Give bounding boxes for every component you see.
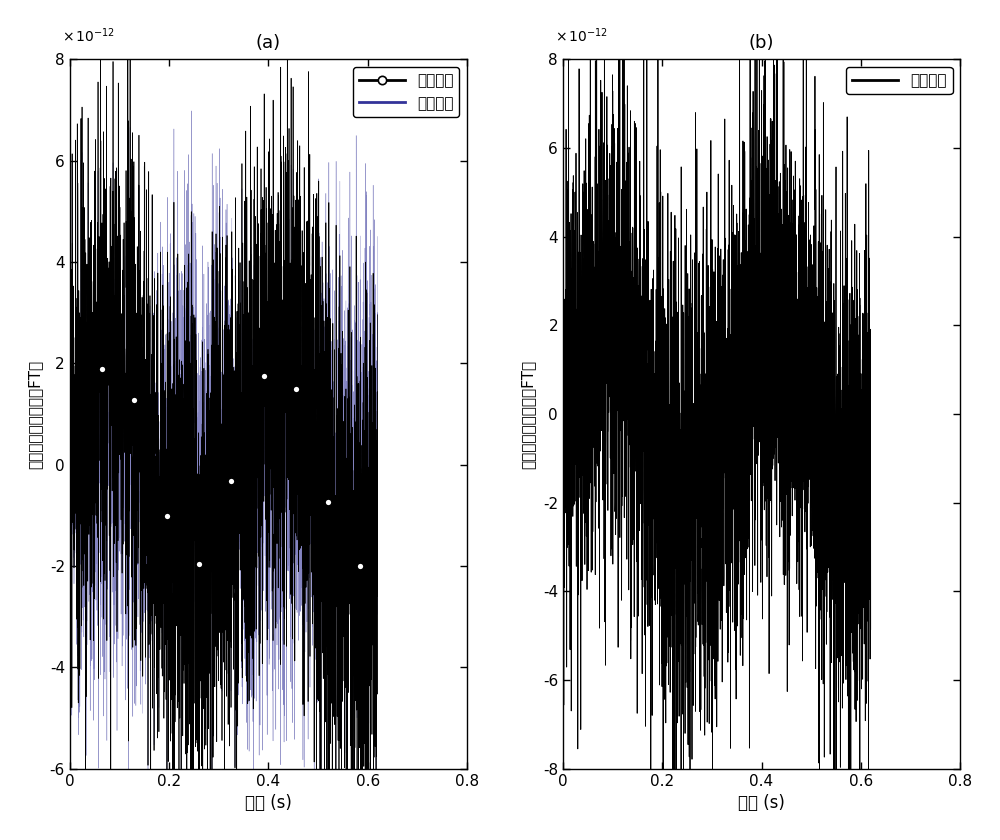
Legend: 仿真信号: 仿真信号 [846, 67, 953, 94]
Title: (a): (a) [256, 34, 281, 52]
Title: (b): (b) [749, 34, 774, 52]
X-axis label: 时间 (s): 时间 (s) [245, 795, 292, 812]
Text: $\times\,10^{-12}$: $\times\,10^{-12}$ [555, 27, 608, 45]
Y-axis label: 传感器的磁场强度（FT）: 传感器的磁场强度（FT） [28, 360, 43, 469]
Y-axis label: 传感器的磁场强度（FT）: 传感器的磁场强度（FT） [521, 360, 536, 469]
Text: $\times\,10^{-12}$: $\times\,10^{-12}$ [62, 27, 115, 45]
Legend: 真实信号, 噪声信号: 真实信号, 噪声信号 [353, 67, 459, 117]
X-axis label: 时间 (s): 时间 (s) [738, 795, 785, 812]
